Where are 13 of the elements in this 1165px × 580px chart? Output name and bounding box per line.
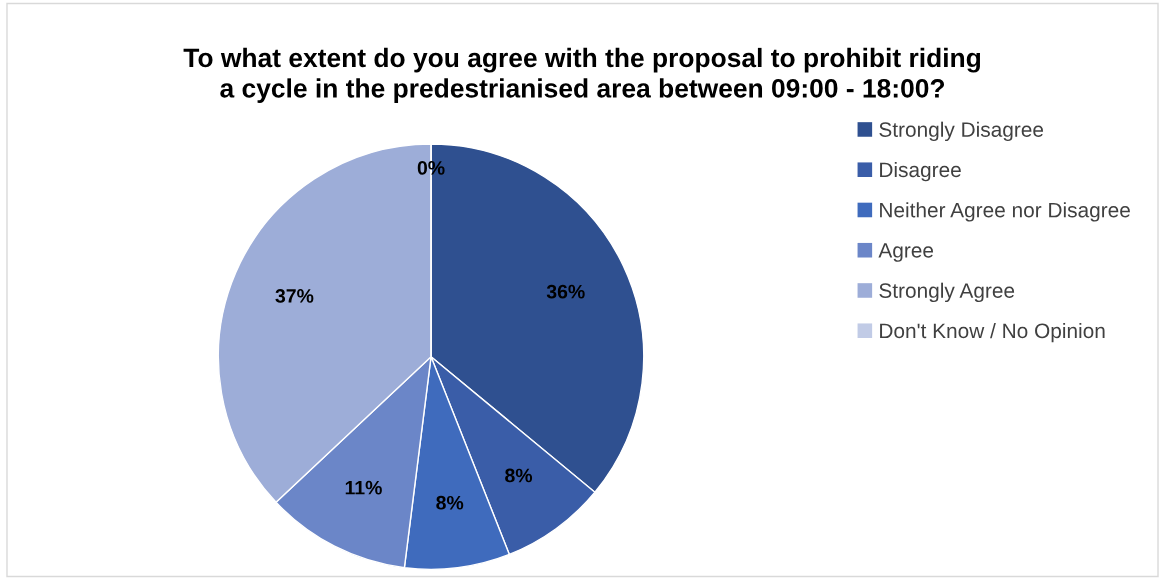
legend-label: Strongly Agree — [879, 282, 1015, 303]
legend-label: Don't Know / No Opinion — [880, 322, 1105, 343]
data-label: 8% — [505, 468, 533, 483]
legend-label: Agree — [878, 243, 934, 262]
text: 0% — [417, 161, 445, 175]
data-label: 8% — [436, 495, 464, 510]
data-label: 37% — [275, 289, 314, 303]
data-label: 36% — [546, 284, 585, 299]
legend-label: Strongly Disagree — [879, 121, 1044, 142]
data-label: 11% — [345, 480, 382, 495]
legend-label: Neither Agree nor Disagree — [880, 202, 1130, 222]
chart-title: To what extent do you agree with the proposal to prohibit riding a cycle in the predestrianised area between 09:00 - 18:00? — [183, 47, 981, 103]
legend-label: Disagree — [880, 161, 961, 182]
